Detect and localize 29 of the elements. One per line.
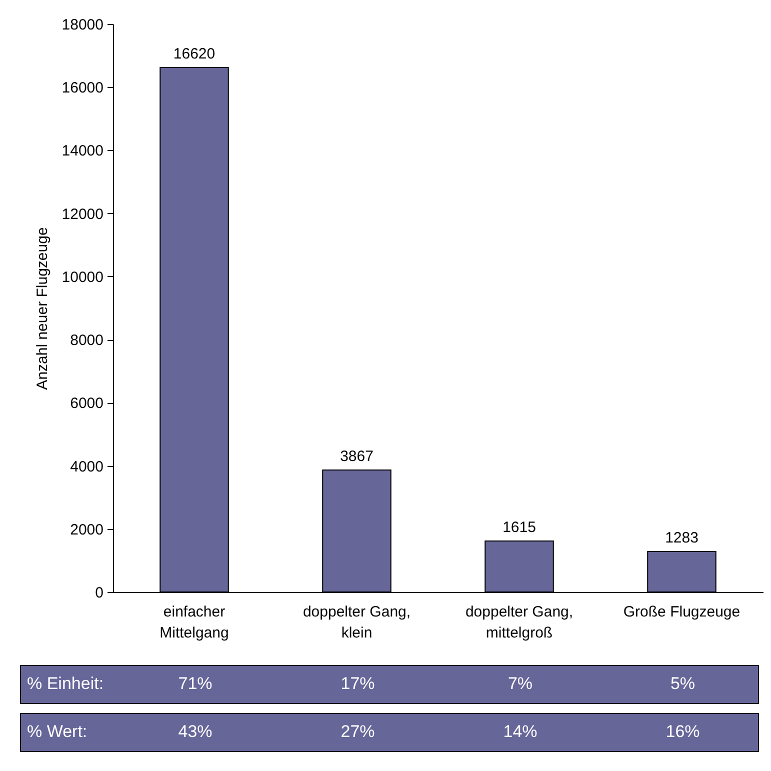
y-tick-label: 6000 xyxy=(70,395,104,412)
text: % Wert: xyxy=(27,722,88,742)
y-tick-label: 16000 xyxy=(62,80,104,97)
text: 27% xyxy=(340,722,375,742)
y-tick-label: 18000 xyxy=(62,16,104,34)
text: 16% xyxy=(666,722,700,742)
x-tick-label: doppelter Gang, mittelgroß xyxy=(465,604,574,642)
y-tick-label: 2000 xyxy=(70,521,104,538)
data-label: 16620 xyxy=(173,46,216,63)
text: 5% xyxy=(670,674,696,694)
text: 71% xyxy=(178,674,212,694)
y-tick-label: 4000 xyxy=(70,458,104,476)
x-tick-label: einfacher Mittelgang xyxy=(160,604,229,642)
data-label: 1615 xyxy=(502,519,536,536)
data-label: 3867 xyxy=(340,448,374,465)
y-tick-label: 12000 xyxy=(62,206,104,223)
text: % Einheit: xyxy=(27,674,104,694)
y-tick-label: 8000 xyxy=(70,332,104,350)
text: 17% xyxy=(340,674,375,694)
text: 7% xyxy=(508,674,533,694)
x-tick-label: doppelter Gang, klein xyxy=(302,604,411,642)
y-tick-label: 14000 xyxy=(62,142,104,160)
text: 14% xyxy=(503,722,538,742)
x-tick-label: Große Flugzeuge xyxy=(623,604,740,620)
text: 43% xyxy=(178,722,212,742)
data-label: 1283 xyxy=(665,530,698,547)
y-axis-title: Anzahl neuer Flugzeuge xyxy=(34,227,51,390)
y-tick-label: 0 xyxy=(95,584,104,602)
y-tick-label: 10000 xyxy=(62,268,104,286)
